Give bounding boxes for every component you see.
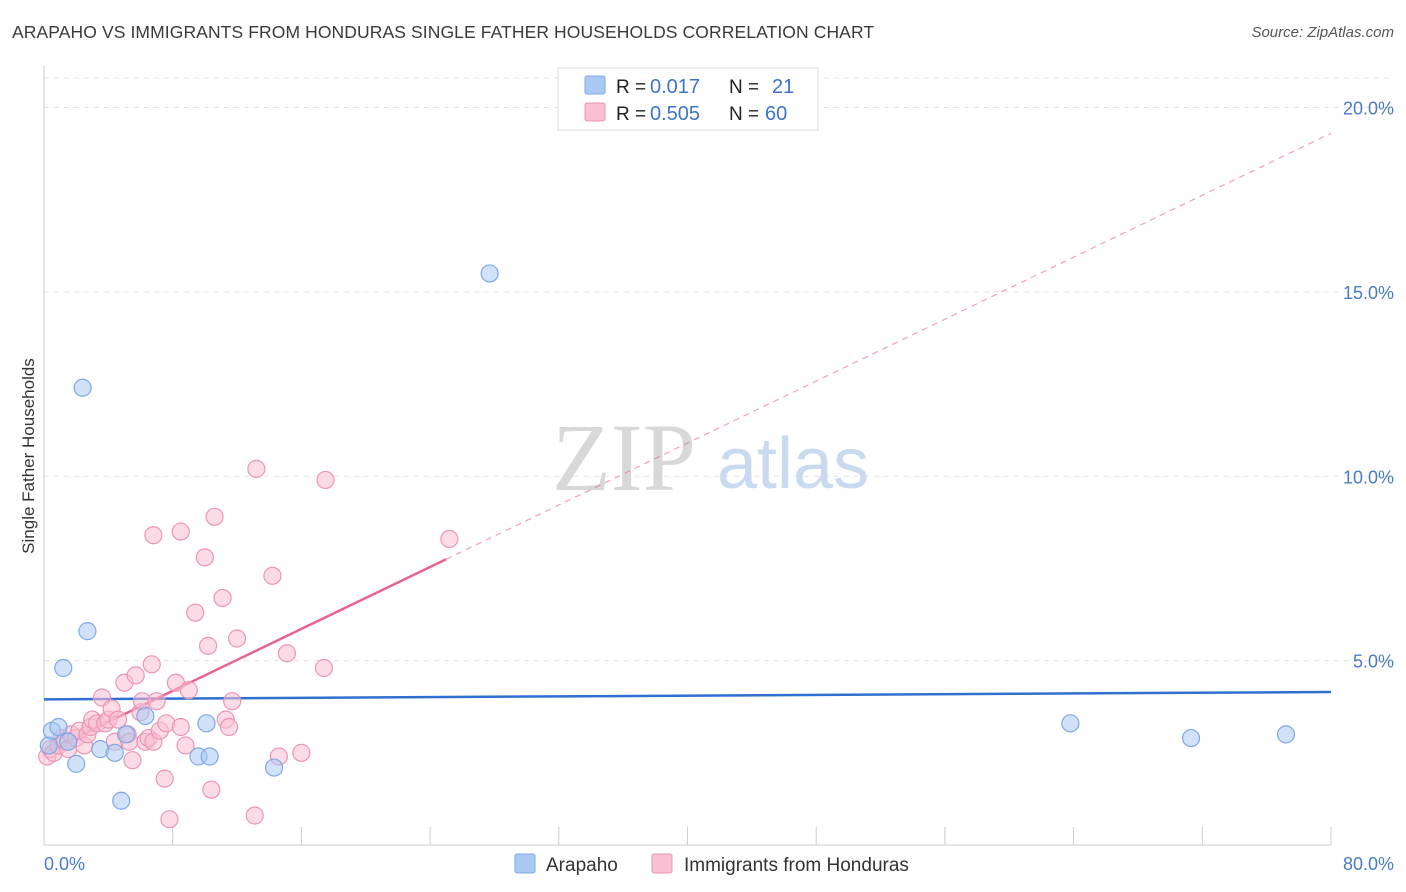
point-immigrants-from-honduras xyxy=(314,658,334,678)
gridlines xyxy=(44,77,1394,662)
legend-n-label: N = xyxy=(729,104,759,125)
legend-bottom: Arapaho Immigrants from Honduras xyxy=(514,853,909,876)
point-immigrants-from-honduras xyxy=(176,736,195,755)
point-immigrants-from-honduras xyxy=(126,666,145,685)
point-arapaho xyxy=(1061,714,1080,733)
legend-r-value: 0.017 xyxy=(650,76,700,98)
x-tick-label-min: 0.0% xyxy=(44,854,85,874)
trend-lines xyxy=(43,132,1332,754)
point-arapaho xyxy=(78,622,97,641)
source-credit: Source: ZipAtlas.com xyxy=(1251,24,1394,41)
point-arapaho xyxy=(264,758,284,777)
x-tick-labels: 0.0% 80.0% xyxy=(44,854,1394,874)
bottom-legend-label-arapaho: Arapaho xyxy=(546,855,618,876)
bottom-legend-label-honduras: Immigrants from Honduras xyxy=(684,855,909,876)
point-immigrants-from-honduras xyxy=(227,629,247,648)
point-immigrants-from-honduras xyxy=(155,769,174,788)
point-arapaho xyxy=(116,725,136,744)
y-tick-label: 20.0% xyxy=(1343,99,1394,119)
point-immigrants-from-honduras xyxy=(186,603,205,622)
point-arapaho xyxy=(197,714,216,733)
point-immigrants-from-honduras xyxy=(247,459,266,478)
data-points xyxy=(38,264,1296,829)
point-arapaho xyxy=(1181,728,1201,748)
point-immigrants-from-honduras xyxy=(245,806,264,825)
point-immigrants-from-honduras xyxy=(179,681,198,700)
trend-line-arapaho xyxy=(43,690,1332,701)
y-axis-label: Single Father Households xyxy=(19,358,38,554)
legend-r-value: 0.505 xyxy=(650,103,700,125)
legend-n-value: 21 xyxy=(772,76,794,98)
point-immigrants-from-honduras xyxy=(142,655,161,674)
point-immigrants-from-honduras xyxy=(195,548,214,567)
point-immigrants-from-honduras xyxy=(171,522,190,541)
point-immigrants-from-honduras xyxy=(198,636,218,655)
point-immigrants-from-honduras xyxy=(160,810,179,829)
legend-n-value: 60 xyxy=(765,103,787,125)
bottom-legend-swatch-honduras xyxy=(651,853,673,874)
point-arapaho xyxy=(73,378,92,397)
point-arapaho xyxy=(1276,725,1296,744)
watermark-zip: ZIP xyxy=(552,404,696,511)
point-arapaho xyxy=(67,754,86,773)
point-arapaho xyxy=(112,791,131,810)
point-immigrants-from-honduras xyxy=(440,529,459,549)
bottom-legend-swatch-arapaho xyxy=(514,853,536,874)
point-arapaho xyxy=(480,264,499,283)
point-immigrants-from-honduras xyxy=(147,692,166,711)
point-immigrants-from-honduras xyxy=(223,692,242,711)
point-immigrants-from-honduras xyxy=(219,717,239,737)
point-arapaho xyxy=(59,732,78,751)
axes xyxy=(43,66,1332,846)
y-tick-label: 5.0% xyxy=(1353,652,1394,672)
point-immigrants-from-honduras xyxy=(144,526,163,545)
point-immigrants-from-honduras xyxy=(171,717,190,737)
legend-swatch-honduras xyxy=(584,102,606,122)
legend-r-label: R = xyxy=(616,77,646,98)
point-immigrants-from-honduras xyxy=(108,710,128,729)
point-arapaho xyxy=(54,658,73,678)
y-tick-labels: 5.0% 10.0% 15.0% 20.0% xyxy=(1343,99,1394,672)
watermark-atlas: atlas xyxy=(717,424,869,504)
y-tick-label: 10.0% xyxy=(1343,467,1394,487)
legend-swatch-arapaho xyxy=(584,75,606,95)
point-immigrants-from-honduras xyxy=(277,644,297,663)
legend-n-label: N = xyxy=(729,77,759,98)
point-arapaho xyxy=(49,717,68,737)
legend-top: R = 0.017 N = 21 R = 0.505 N = 60 xyxy=(557,67,819,131)
point-immigrants-from-honduras xyxy=(213,588,232,608)
point-immigrants-from-honduras xyxy=(205,507,224,526)
point-immigrants-from-honduras xyxy=(202,780,221,799)
point-immigrants-from-honduras xyxy=(292,743,311,762)
point-immigrants-from-honduras xyxy=(123,751,142,770)
watermark: ZIP atlas xyxy=(552,404,869,511)
chart-title: ARAPAHO VS IMMIGRANTS FROM HONDURAS SING… xyxy=(12,22,875,42)
y-tick-label: 15.0% xyxy=(1343,283,1394,303)
point-arapaho xyxy=(200,747,219,766)
x-tick-label-max: 80.0% xyxy=(1343,854,1394,874)
point-arapaho xyxy=(136,706,155,726)
point-arapaho xyxy=(105,743,124,762)
point-arapaho xyxy=(39,736,58,755)
point-immigrants-from-honduras xyxy=(263,566,282,585)
point-immigrants-from-honduras xyxy=(316,470,335,490)
trend-extension-immigrants-from-honduras xyxy=(445,132,1332,560)
legend-r-label: R = xyxy=(616,104,646,125)
